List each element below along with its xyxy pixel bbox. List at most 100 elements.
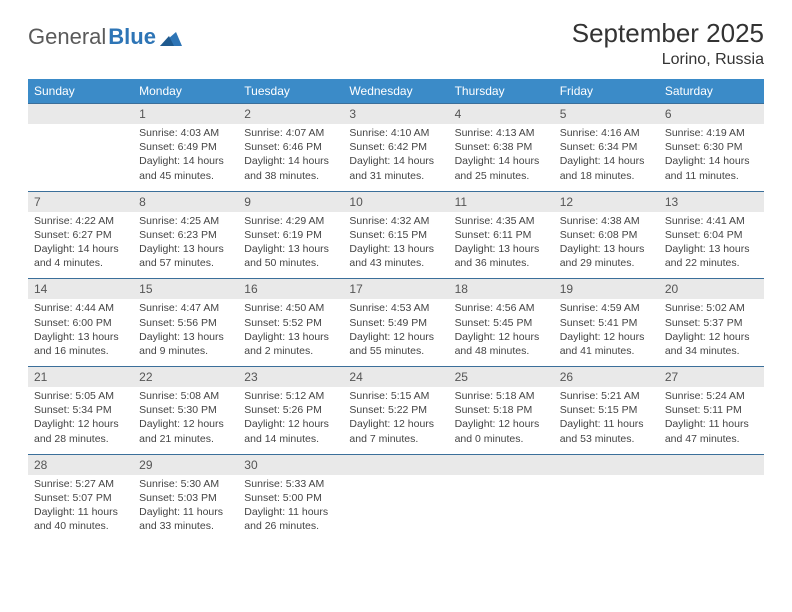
weekday-header: Friday <box>554 79 659 104</box>
day-line: and 33 minutes. <box>139 519 232 533</box>
day-line: Sunset: 5:22 PM <box>349 403 442 417</box>
day-line: and 16 minutes. <box>34 344 127 358</box>
day-line: Sunset: 6:42 PM <box>349 140 442 154</box>
weekday-header: Monday <box>133 79 238 104</box>
day-line: Daylight: 13 hours <box>244 330 337 344</box>
day-number: 13 <box>659 191 764 212</box>
day-line: and 31 minutes. <box>349 169 442 183</box>
weekday-header: Saturday <box>659 79 764 104</box>
day-line: and 25 minutes. <box>455 169 548 183</box>
weekday-header: Wednesday <box>343 79 448 104</box>
day-line: Sunset: 5:45 PM <box>455 316 548 330</box>
day-line: Daylight: 14 hours <box>455 154 548 168</box>
day-cell: Sunrise: 4:47 AMSunset: 5:56 PMDaylight:… <box>133 299 238 366</box>
day-line: Daylight: 14 hours <box>34 242 127 256</box>
day-line: Daylight: 13 hours <box>34 330 127 344</box>
day-line: and 47 minutes. <box>665 432 758 446</box>
day-line: and 57 minutes. <box>139 256 232 270</box>
day-number: 26 <box>554 367 659 388</box>
day-number: 8 <box>133 191 238 212</box>
day-cell <box>449 475 554 542</box>
day-cell <box>28 124 133 191</box>
day-cell: Sunrise: 4:29 AMSunset: 6:19 PMDaylight:… <box>238 212 343 279</box>
day-line: Sunset: 5:26 PM <box>244 403 337 417</box>
day-line: Daylight: 12 hours <box>560 330 653 344</box>
day-line: Daylight: 11 hours <box>244 505 337 519</box>
day-content-row: Sunrise: 4:03 AMSunset: 6:49 PMDaylight:… <box>28 124 764 191</box>
day-line: Sunrise: 4:10 AM <box>349 126 442 140</box>
day-line: Sunset: 5:30 PM <box>139 403 232 417</box>
day-number <box>343 454 448 475</box>
day-cell: Sunrise: 4:41 AMSunset: 6:04 PMDaylight:… <box>659 212 764 279</box>
day-line: and 9 minutes. <box>139 344 232 358</box>
weekday-header: Tuesday <box>238 79 343 104</box>
day-number <box>554 454 659 475</box>
day-number: 22 <box>133 367 238 388</box>
day-number-row: 14151617181920 <box>28 279 764 300</box>
day-number-row: 123456 <box>28 104 764 125</box>
day-number: 24 <box>343 367 448 388</box>
day-line: and 22 minutes. <box>665 256 758 270</box>
day-number: 14 <box>28 279 133 300</box>
day-line: Sunset: 5:41 PM <box>560 316 653 330</box>
day-line: Sunset: 6:46 PM <box>244 140 337 154</box>
day-number-row: 78910111213 <box>28 191 764 212</box>
day-cell: Sunrise: 4:03 AMSunset: 6:49 PMDaylight:… <box>133 124 238 191</box>
day-content-row: Sunrise: 4:44 AMSunset: 6:00 PMDaylight:… <box>28 299 764 366</box>
day-line: Sunset: 6:08 PM <box>560 228 653 242</box>
day-line: Sunset: 5:37 PM <box>665 316 758 330</box>
day-line: Daylight: 13 hours <box>455 242 548 256</box>
day-number: 23 <box>238 367 343 388</box>
day-line: Sunrise: 5:08 AM <box>139 389 232 403</box>
day-line: Sunrise: 4:47 AM <box>139 301 232 315</box>
day-line: Sunrise: 4:35 AM <box>455 214 548 228</box>
day-line: and 53 minutes. <box>560 432 653 446</box>
weekday-header: Thursday <box>449 79 554 104</box>
logo: GeneralBlue <box>28 24 182 50</box>
day-content-row: Sunrise: 5:05 AMSunset: 5:34 PMDaylight:… <box>28 387 764 454</box>
logo-icon <box>160 28 182 46</box>
day-cell: Sunrise: 4:32 AMSunset: 6:15 PMDaylight:… <box>343 212 448 279</box>
day-cell: Sunrise: 4:44 AMSunset: 6:00 PMDaylight:… <box>28 299 133 366</box>
day-number: 12 <box>554 191 659 212</box>
day-line: Daylight: 13 hours <box>665 242 758 256</box>
day-number: 21 <box>28 367 133 388</box>
day-line: Daylight: 13 hours <box>349 242 442 256</box>
day-line: Sunset: 5:56 PM <box>139 316 232 330</box>
day-line: Daylight: 12 hours <box>455 330 548 344</box>
day-cell: Sunrise: 4:56 AMSunset: 5:45 PMDaylight:… <box>449 299 554 366</box>
day-cell: Sunrise: 4:13 AMSunset: 6:38 PMDaylight:… <box>449 124 554 191</box>
day-line: and 26 minutes. <box>244 519 337 533</box>
day-number: 7 <box>28 191 133 212</box>
day-line: Sunset: 5:07 PM <box>34 491 127 505</box>
day-number: 17 <box>343 279 448 300</box>
day-line: Daylight: 14 hours <box>560 154 653 168</box>
day-line: Sunrise: 4:03 AM <box>139 126 232 140</box>
day-line: and 21 minutes. <box>139 432 232 446</box>
day-cell: Sunrise: 4:35 AMSunset: 6:11 PMDaylight:… <box>449 212 554 279</box>
day-line: Sunset: 5:11 PM <box>665 403 758 417</box>
day-line: Daylight: 14 hours <box>349 154 442 168</box>
day-line: and 40 minutes. <box>34 519 127 533</box>
day-cell: Sunrise: 5:18 AMSunset: 5:18 PMDaylight:… <box>449 387 554 454</box>
day-cell: Sunrise: 4:53 AMSunset: 5:49 PMDaylight:… <box>343 299 448 366</box>
day-line: Daylight: 12 hours <box>455 417 548 431</box>
day-number: 10 <box>343 191 448 212</box>
day-line: Sunrise: 4:22 AM <box>34 214 127 228</box>
day-line: Sunrise: 4:25 AM <box>139 214 232 228</box>
day-line: Sunset: 6:27 PM <box>34 228 127 242</box>
day-cell: Sunrise: 5:12 AMSunset: 5:26 PMDaylight:… <box>238 387 343 454</box>
day-line: Sunrise: 5:15 AM <box>349 389 442 403</box>
day-number: 19 <box>554 279 659 300</box>
day-line: Sunrise: 4:19 AM <box>665 126 758 140</box>
day-line: Sunrise: 5:30 AM <box>139 477 232 491</box>
day-number: 16 <box>238 279 343 300</box>
day-line: Sunset: 6:00 PM <box>34 316 127 330</box>
day-cell: Sunrise: 4:59 AMSunset: 5:41 PMDaylight:… <box>554 299 659 366</box>
day-line: Sunrise: 4:29 AM <box>244 214 337 228</box>
day-number: 18 <box>449 279 554 300</box>
day-line: Sunset: 5:00 PM <box>244 491 337 505</box>
day-line: Sunrise: 5:18 AM <box>455 389 548 403</box>
day-line: Sunset: 5:15 PM <box>560 403 653 417</box>
day-line: and 29 minutes. <box>560 256 653 270</box>
